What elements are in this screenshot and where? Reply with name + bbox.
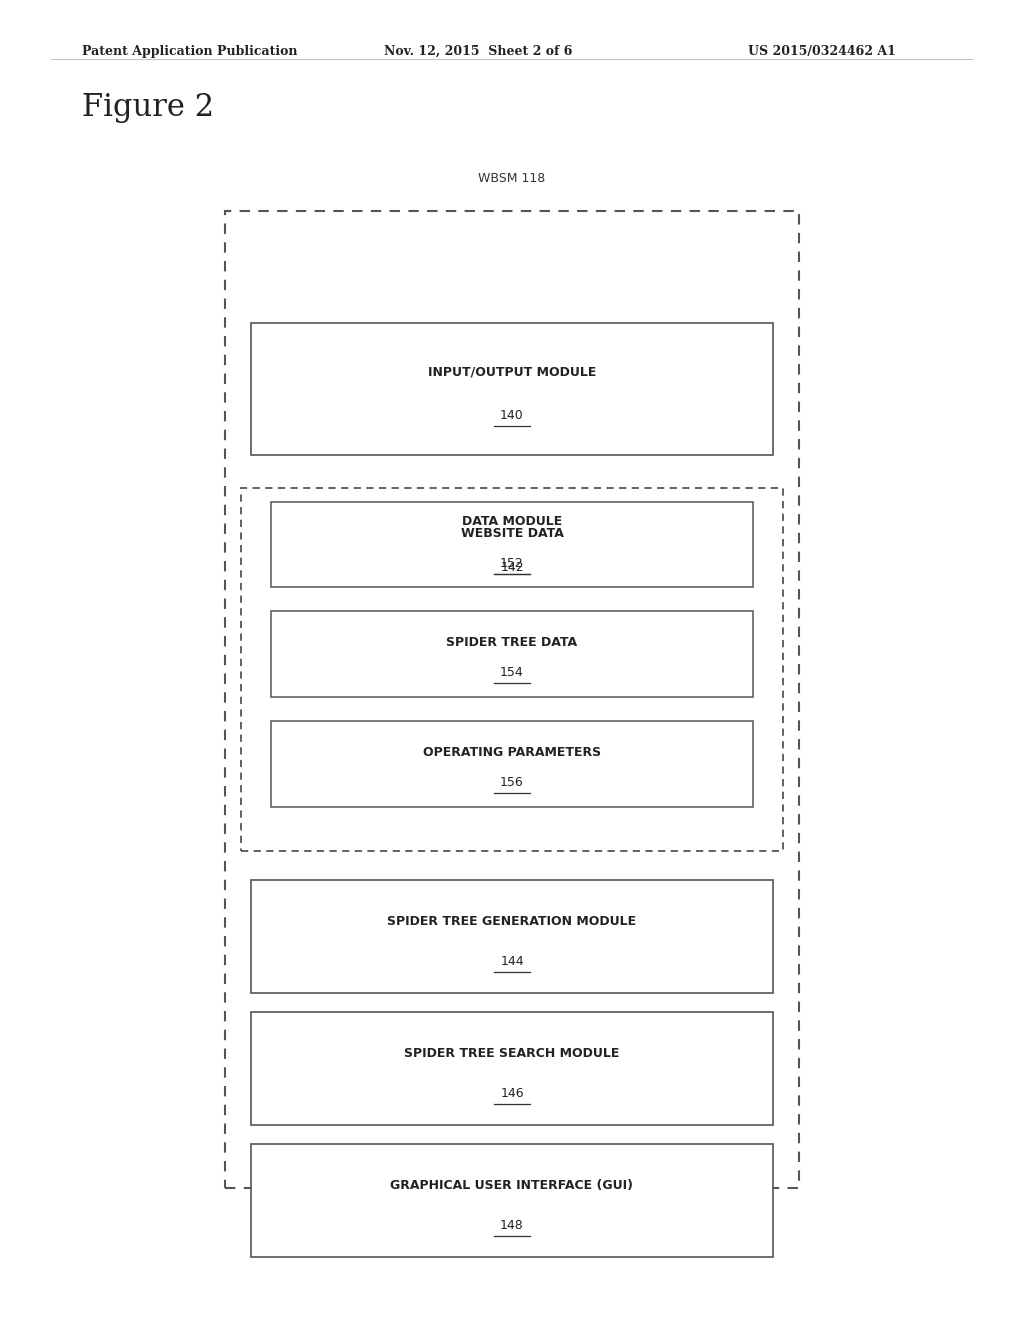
Text: 156: 156 <box>500 776 524 789</box>
Text: 146: 146 <box>500 1086 524 1100</box>
Text: Patent Application Publication: Patent Application Publication <box>82 45 297 58</box>
Text: 142: 142 <box>500 561 524 574</box>
Text: WEBSITE DATA: WEBSITE DATA <box>461 527 563 540</box>
FancyBboxPatch shape <box>251 1012 773 1125</box>
FancyBboxPatch shape <box>251 880 773 993</box>
FancyBboxPatch shape <box>271 502 753 587</box>
Text: DATA MODULE: DATA MODULE <box>462 515 562 528</box>
Text: GRAPHICAL USER INTERFACE (GUI): GRAPHICAL USER INTERFACE (GUI) <box>390 1180 634 1192</box>
FancyBboxPatch shape <box>225 211 799 1188</box>
FancyBboxPatch shape <box>271 611 753 697</box>
FancyBboxPatch shape <box>271 721 753 807</box>
Text: Figure 2: Figure 2 <box>82 92 214 123</box>
Text: 144: 144 <box>500 954 524 968</box>
Text: INPUT/OUTPUT MODULE: INPUT/OUTPUT MODULE <box>428 366 596 379</box>
Text: SPIDER TREE DATA: SPIDER TREE DATA <box>446 636 578 649</box>
FancyBboxPatch shape <box>251 1144 773 1257</box>
FancyBboxPatch shape <box>241 488 783 851</box>
Text: SPIDER TREE SEARCH MODULE: SPIDER TREE SEARCH MODULE <box>404 1048 620 1060</box>
FancyBboxPatch shape <box>251 323 773 455</box>
Text: 140: 140 <box>500 409 524 422</box>
Text: US 2015/0324462 A1: US 2015/0324462 A1 <box>748 45 895 58</box>
Text: 154: 154 <box>500 667 524 680</box>
Text: Nov. 12, 2015  Sheet 2 of 6: Nov. 12, 2015 Sheet 2 of 6 <box>384 45 572 58</box>
Text: 148: 148 <box>500 1218 524 1232</box>
Text: 152: 152 <box>500 557 524 570</box>
Text: SPIDER TREE GENERATION MODULE: SPIDER TREE GENERATION MODULE <box>387 916 637 928</box>
Text: OPERATING PARAMETERS: OPERATING PARAMETERS <box>423 746 601 759</box>
Text: WBSM 118: WBSM 118 <box>478 172 546 185</box>
